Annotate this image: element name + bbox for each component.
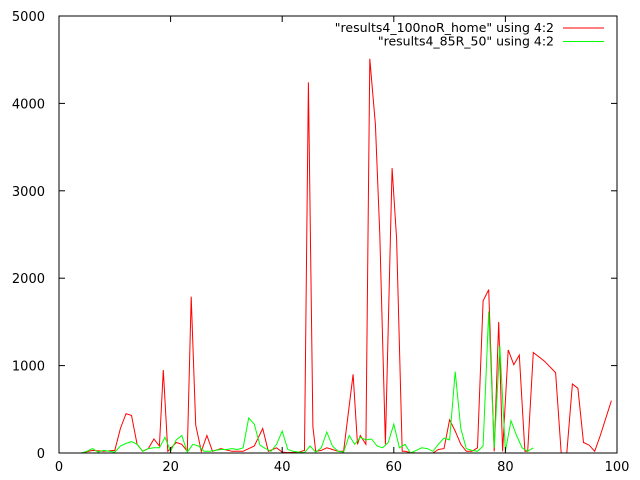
x-tick-label: 80 [497, 460, 514, 475]
x-tick-label: 60 [386, 460, 403, 475]
x-tick-label: 100 [605, 460, 630, 475]
y-tick-label: 3000 [12, 185, 45, 200]
y-tick-label: 4000 [12, 97, 45, 112]
legend-label-1: "results4_100noR_home" using 4:2 [335, 20, 554, 35]
y-tick-label: 1000 [12, 360, 45, 375]
legend-label-2: "results4_85R_50" using 4:2 [378, 34, 554, 49]
x-tick-label: 40 [274, 460, 291, 475]
x-tick-label: 20 [162, 460, 179, 475]
y-tick-label: 0 [37, 447, 45, 462]
legend: "results4_100noR_home" using 4:2"results… [335, 20, 604, 49]
series-line-1 [81, 58, 612, 454]
series-line-2 [81, 311, 534, 454]
y-tick-label: 2000 [12, 272, 45, 287]
plot-frame [58, 15, 618, 454]
series-layer [81, 58, 612, 454]
y-tick-label: 5000 [12, 10, 45, 25]
x-tick-label: 0 [55, 460, 63, 475]
